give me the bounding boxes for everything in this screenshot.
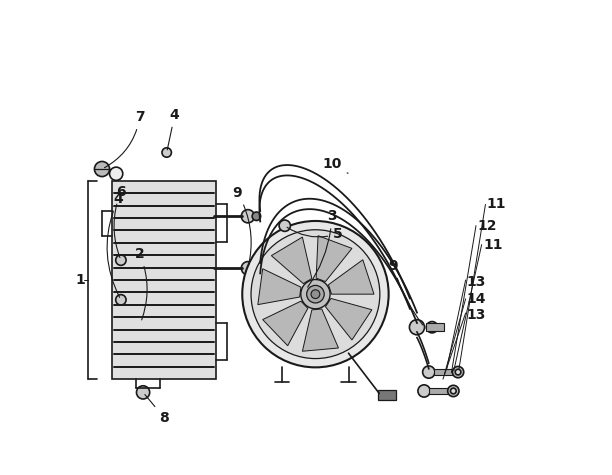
Circle shape xyxy=(409,320,425,335)
Bar xyxy=(113,181,216,379)
Circle shape xyxy=(450,388,456,394)
Circle shape xyxy=(252,212,261,220)
Text: 5: 5 xyxy=(287,227,343,241)
Circle shape xyxy=(301,279,330,309)
Text: 9: 9 xyxy=(389,259,423,325)
Circle shape xyxy=(455,369,461,375)
Text: 7: 7 xyxy=(105,110,144,168)
Text: 1: 1 xyxy=(75,273,85,287)
Circle shape xyxy=(418,385,430,397)
Circle shape xyxy=(279,220,291,231)
Polygon shape xyxy=(316,236,352,282)
Circle shape xyxy=(116,255,126,266)
Polygon shape xyxy=(263,301,308,346)
Bar xyxy=(433,369,456,375)
Polygon shape xyxy=(302,309,338,351)
Polygon shape xyxy=(329,260,374,294)
Polygon shape xyxy=(326,298,372,340)
Text: 4: 4 xyxy=(107,192,124,297)
Text: 12: 12 xyxy=(477,218,496,233)
Text: 13: 13 xyxy=(466,276,486,289)
Text: 9: 9 xyxy=(233,186,251,266)
Circle shape xyxy=(311,290,320,299)
Circle shape xyxy=(452,366,464,378)
Circle shape xyxy=(423,366,435,378)
Circle shape xyxy=(427,322,438,333)
Text: 11: 11 xyxy=(487,198,506,211)
Text: 10: 10 xyxy=(323,157,348,173)
Text: 14: 14 xyxy=(466,292,486,306)
Text: 6: 6 xyxy=(114,185,125,257)
Circle shape xyxy=(94,162,110,177)
Circle shape xyxy=(251,230,380,359)
Circle shape xyxy=(241,209,255,223)
Circle shape xyxy=(136,386,150,399)
Text: 11: 11 xyxy=(483,238,502,252)
Bar xyxy=(378,390,396,400)
Circle shape xyxy=(307,285,324,303)
Bar xyxy=(429,388,452,394)
Polygon shape xyxy=(271,237,312,284)
Text: 3: 3 xyxy=(308,209,337,287)
Text: 4: 4 xyxy=(167,108,179,150)
Circle shape xyxy=(110,167,123,180)
Text: 8: 8 xyxy=(145,395,169,425)
Circle shape xyxy=(242,221,389,367)
Text: 2: 2 xyxy=(135,247,147,320)
Circle shape xyxy=(162,148,171,157)
Circle shape xyxy=(252,264,261,273)
Circle shape xyxy=(447,385,459,397)
Text: 13: 13 xyxy=(466,308,486,323)
Circle shape xyxy=(241,262,255,275)
Circle shape xyxy=(116,294,126,305)
Bar xyxy=(427,323,444,331)
Polygon shape xyxy=(258,269,301,304)
